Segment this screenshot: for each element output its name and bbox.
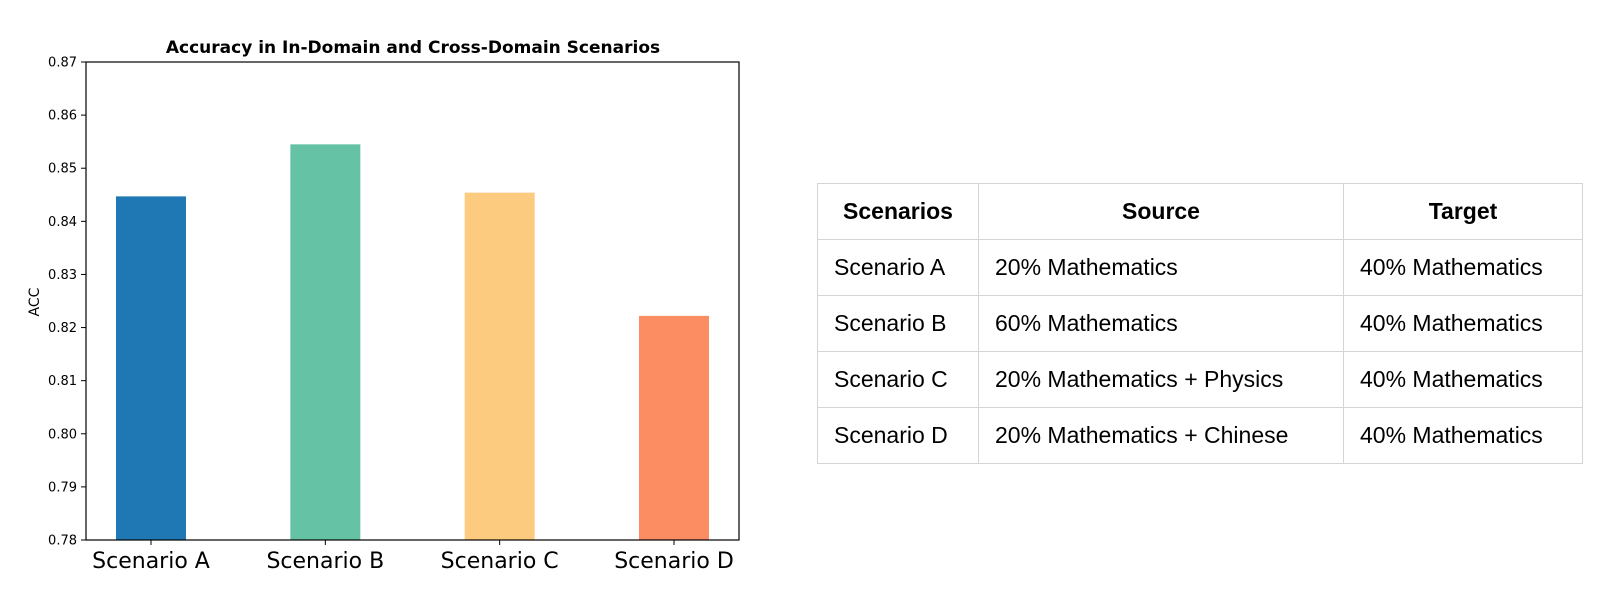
table-row: Scenario B 60% Mathematics 40% Mathemati… — [817, 295, 1583, 352]
cell-scenario: Scenario A — [817, 239, 979, 296]
cell-target: 40% Mathematics — [1343, 295, 1583, 352]
y-tick-label: 0.83 — [48, 268, 77, 283]
y-axis: 0.78 0.79 0.80 0.81 0.82 0.83 0.84 0.85 0.86 0.87 — [48, 56, 86, 549]
x-tick-label: Scenario C — [441, 549, 559, 574]
bar-scenario-d — [639, 315, 709, 540]
cell-source: 20% Mathematics — [978, 239, 1344, 296]
table-row: Scenario D 20% Mathematics + Chinese 40%… — [817, 407, 1583, 464]
cell-scenario: Scenario D — [817, 407, 979, 464]
cell-source: 60% Mathematics — [978, 295, 1344, 352]
y-tick-label: 0.84 — [48, 215, 77, 230]
y-tick-label: 0.80 — [48, 427, 77, 442]
cell-source: 20% Mathematics + Chinese — [978, 407, 1344, 464]
bars-group — [116, 144, 709, 541]
x-tick-label: Scenario B — [266, 549, 384, 574]
scenario-table: Scenarios Source Target Scenario A 20% M… — [817, 183, 1583, 464]
cell-target: 40% Mathematics — [1343, 239, 1583, 296]
bar-scenario-b — [290, 144, 361, 541]
table-row: Scenario C 20% Mathematics + Physics 40%… — [817, 351, 1583, 408]
cell-scenario: Scenario C — [817, 351, 979, 408]
table-header-row: Scenarios Source Target — [817, 183, 1583, 240]
x-axis: Scenario A Scenario B Scenario C Scenario D — [92, 540, 734, 574]
plot-frame — [85, 61, 740, 541]
y-tick-label: 0.79 — [48, 480, 77, 495]
header-target: Target — [1343, 183, 1583, 240]
table-row: Scenario A 20% Mathematics 40% Mathemati… — [817, 239, 1583, 296]
y-tick-label: 0.82 — [48, 321, 77, 336]
y-tick-label: 0.81 — [48, 374, 77, 389]
bar-chart: Accuracy in In-Domain and Cross-Domain S… — [27, 38, 740, 574]
y-tick-label: 0.85 — [48, 162, 77, 177]
bar-scenario-a — [116, 196, 186, 541]
header-source: Source — [978, 183, 1344, 240]
bar-scenario-c — [464, 192, 535, 541]
header-scenarios: Scenarios — [817, 183, 979, 240]
y-tick-label: 0.86 — [48, 109, 77, 124]
y-tick-label: 0.78 — [48, 534, 77, 549]
y-axis-label: ACC — [27, 287, 43, 316]
cell-source: 20% Mathematics + Physics — [978, 351, 1344, 408]
x-tick-label: Scenario A — [92, 549, 210, 574]
cell-scenario: Scenario B — [817, 295, 979, 352]
x-tick-label: Scenario D — [614, 549, 734, 574]
chart-title: Accuracy in In-Domain and Cross-Domain S… — [166, 38, 660, 58]
cell-target: 40% Mathematics — [1343, 407, 1583, 464]
cell-target: 40% Mathematics — [1343, 351, 1583, 408]
y-tick-label: 0.87 — [48, 56, 77, 71]
